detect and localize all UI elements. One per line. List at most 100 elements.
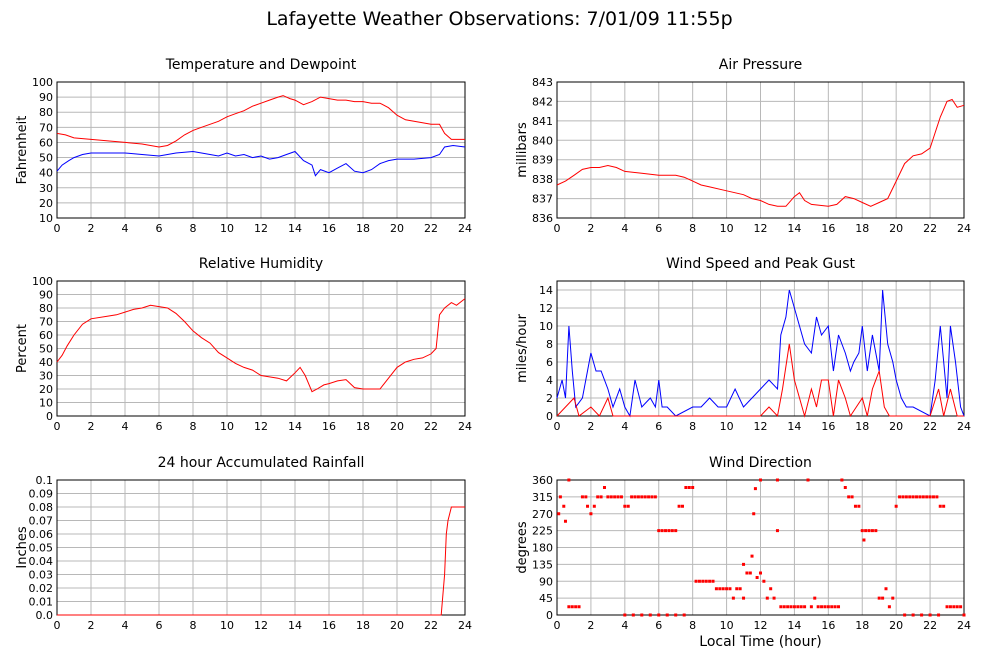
data-point — [759, 571, 762, 575]
series-line — [57, 506, 465, 616]
chart-title: Air Pressure — [719, 57, 802, 73]
data-point — [647, 495, 651, 499]
x-tick-label: 20 — [390, 420, 404, 433]
x-tick-label: 16 — [322, 222, 336, 235]
x-tick-label: 18 — [855, 619, 869, 632]
data-point — [898, 495, 902, 499]
data-point — [874, 529, 878, 533]
data-point — [742, 596, 746, 600]
data-point — [606, 495, 610, 499]
x-tick-label: 18 — [356, 222, 370, 235]
y-tick-label: 10 — [539, 320, 553, 333]
x-tick-label: 2 — [88, 420, 95, 433]
y-tick-label: 30 — [39, 182, 53, 195]
data-point — [826, 605, 830, 609]
x-tick-label: 12 — [254, 420, 268, 433]
data-point — [674, 613, 678, 617]
data-point — [792, 605, 796, 609]
data-point — [884, 587, 888, 591]
data-point — [850, 495, 854, 499]
y-tick-label: 842 — [532, 95, 553, 108]
data-point — [830, 605, 834, 609]
data-point — [670, 529, 674, 533]
x-tick-label: 22 — [923, 222, 937, 235]
data-point — [782, 605, 786, 609]
x-tick-label: 0 — [54, 222, 61, 235]
data-point — [952, 605, 956, 609]
data-point — [806, 478, 810, 482]
data-point — [955, 605, 959, 609]
data-point — [860, 529, 864, 533]
x-tick-label: 2 — [88, 619, 95, 632]
y-tick-label: 0.1 — [36, 474, 54, 487]
data-point — [577, 605, 581, 609]
data-point — [891, 596, 895, 600]
x-tick-label: 24 — [957, 222, 971, 235]
chart-title: 24 hour Accumulated Rainfall — [158, 455, 365, 471]
data-point — [862, 538, 866, 542]
data-point — [843, 486, 847, 489]
data-point — [657, 529, 661, 533]
y-tick-label: 90 — [39, 289, 53, 302]
x-tick-label: 6 — [156, 420, 163, 433]
data-point — [586, 504, 590, 508]
data-point — [870, 529, 874, 533]
x-tick-label: 8 — [190, 619, 197, 632]
y-tick-label: 50 — [39, 343, 53, 356]
chart-title: Relative Humidity — [199, 256, 323, 272]
x-tick-label: 10 — [720, 420, 734, 433]
data-point — [894, 504, 898, 508]
series-line — [556, 98, 965, 207]
y-tick-label: 843 — [532, 76, 553, 89]
data-point — [602, 486, 606, 489]
data-point — [599, 495, 603, 499]
data-point — [769, 587, 773, 591]
series-line — [556, 343, 964, 418]
x-tick-label: 8 — [190, 222, 197, 235]
data-point — [667, 529, 671, 533]
x-axis-label: Local Time (hour) — [699, 634, 822, 650]
x-tick-label: 20 — [889, 222, 903, 235]
series-line — [56, 144, 466, 177]
data-point — [563, 519, 567, 523]
data-point — [823, 605, 827, 609]
data-point — [691, 486, 695, 489]
x-tick-label: 18 — [855, 222, 869, 235]
x-tick-label: 4 — [122, 619, 129, 632]
data-point — [833, 605, 837, 609]
x-tick-label: 16 — [322, 619, 336, 632]
page-title: Lafayette Weather Observations: 7/01/09 … — [266, 8, 733, 30]
data-point — [745, 571, 749, 575]
y-tick-label: 40 — [39, 356, 53, 369]
data-point — [759, 478, 762, 482]
x-tick-label: 24 — [458, 420, 472, 433]
data-point — [701, 579, 705, 583]
data-point — [574, 605, 578, 609]
data-point — [948, 605, 952, 609]
y-tick-label: 840 — [532, 134, 553, 147]
x-tick-label: 10 — [220, 619, 234, 632]
y-tick-label: 8 — [546, 338, 553, 351]
data-point — [580, 495, 584, 499]
data-point — [762, 579, 766, 583]
x-tick-label: 20 — [889, 420, 903, 433]
data-point — [687, 486, 691, 489]
plot-frame — [56, 280, 466, 417]
y-tick-label: 20 — [39, 383, 53, 396]
data-point — [589, 512, 593, 516]
x-tick-label: 6 — [156, 222, 163, 235]
data-point — [626, 504, 630, 508]
x-tick-label: 20 — [390, 222, 404, 235]
data-point — [813, 596, 817, 600]
data-point — [684, 486, 688, 489]
data-point — [753, 487, 757, 491]
x-tick-label: 12 — [754, 420, 768, 433]
data-point — [775, 529, 779, 533]
chart-title: Temperature and Dewpoint — [165, 57, 357, 73]
data-point — [903, 613, 907, 617]
data-point — [942, 504, 946, 508]
y-tick-label: 839 — [532, 154, 553, 167]
